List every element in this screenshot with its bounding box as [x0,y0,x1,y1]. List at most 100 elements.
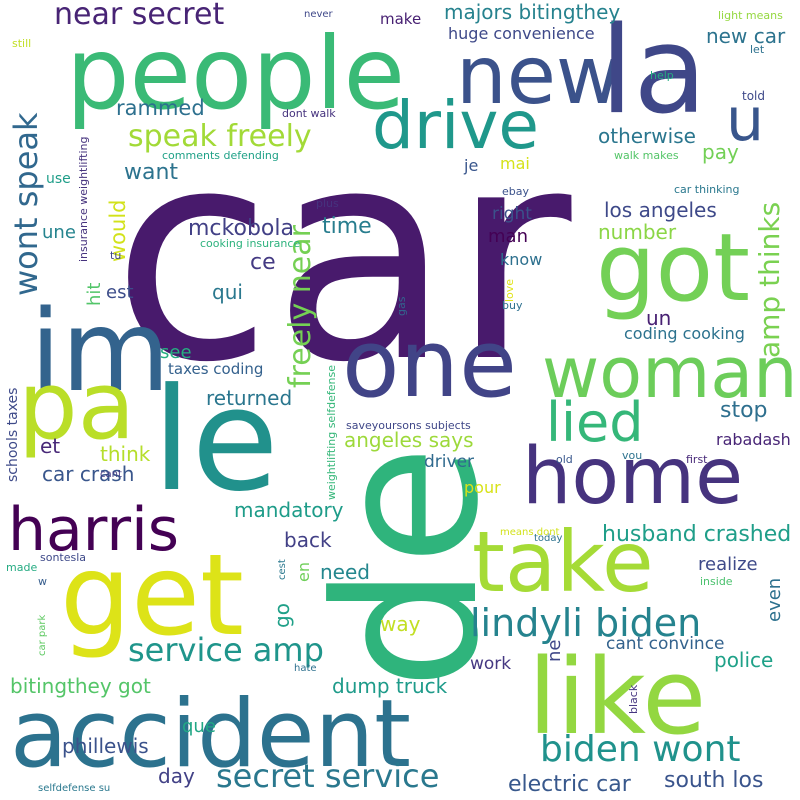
word-otherwise: otherwise [598,124,696,148]
word-think: think [100,442,151,466]
word-le: le [152,358,279,523]
word-lindyli-biden: lindyli biden [470,601,702,645]
word-hate: hate [294,663,317,674]
word-use: use [46,171,71,187]
word-que: que [182,716,216,737]
word-et: et [40,434,61,458]
word-woman: woman [542,332,798,414]
word-realize: realize [698,554,758,575]
word-gas: gas [395,296,408,316]
word-sontesla: sontesla [40,551,87,564]
word-home: home [522,432,744,522]
word-huge: huge convenience [448,24,595,43]
word-car: car [112,86,572,426]
word-man: man [488,226,528,247]
word-harris: harris [8,495,180,565]
word-near-secret: near secret [54,0,225,32]
word-selfdefense-su: selfdefense su [38,783,111,794]
word-buy: buy [502,299,523,312]
word-get: get [60,531,244,661]
word-w: w [38,575,47,588]
word-see: see [160,342,192,363]
word-still: still [12,37,32,50]
word-speak-freely: speak freely [128,119,312,154]
word-made: made [6,561,38,574]
word-accident: accident [10,680,412,789]
word-even: even [764,577,785,622]
word-way: way [380,612,421,636]
word-electric-car: electric car [508,772,631,797]
word-right: right [492,204,532,224]
word-lied: lied [546,391,644,454]
word-car-crash: car crash [42,462,135,486]
word-secret-service: secret service [216,757,440,795]
word-want: want [124,160,179,185]
word-tu: tu [110,249,122,262]
word-like: like [528,636,707,758]
word-work: work [470,654,512,674]
word-amp-thinks: amp thinks [753,201,786,358]
word-let: let [750,43,765,56]
word-car-park: car park [37,614,48,656]
word-pa: pa [18,352,136,461]
word-un: un [646,306,672,330]
word-got: got [596,214,751,323]
word-take: take [472,513,654,611]
word-biden-wont: biden wont [540,729,741,770]
word-never: never [304,9,333,20]
word-coding-cooking: coding cooking [624,324,745,343]
word-make: make [380,10,422,28]
word-saveyoursons: saveyoursons subjects [346,419,471,432]
word-south-los: south los [664,768,764,793]
word-returned: returned [206,386,293,410]
word-car-thinking: car thinking [674,183,740,196]
word-inside: inside [700,575,733,588]
word-told: told [742,89,765,103]
word-walk-makes: walk makes [614,149,679,162]
word-service-amp: service amp [128,631,324,669]
word-hit: hit [84,282,105,306]
word-ce: ce [250,250,276,275]
word-need: need [320,560,370,584]
word-cant-convince: cant convince [606,634,725,654]
word-cest: cest [277,559,288,580]
word-bitingthey-got: bitingthey got [10,674,151,698]
word-taxes-coding: taxes coding [168,360,264,378]
word-pour: pour [464,478,501,497]
word-u: u [726,85,765,155]
word-know: know [500,250,543,269]
word-day: day [158,764,195,788]
word-police: police [714,648,774,672]
word-mai: mai [500,154,530,173]
word-angeles-says: angeles says [344,428,474,452]
word-go: go [270,603,294,628]
word-old: old [556,453,573,466]
word-phillewis: phillewis [62,734,149,758]
word-est: est [106,282,134,303]
word-back: back [284,528,332,552]
word-number: number [598,220,677,244]
word-weightlifting-selfdefense: weightlifting selfdefense [325,365,338,500]
word-drive: drive [372,87,540,164]
word-mandatory: mandatory [234,498,344,522]
word-dump-truck: dump truck [332,674,448,698]
word-plus: plus [316,197,339,210]
word-la: la [600,2,707,141]
word-vou: vou [622,449,643,462]
word-pay: pay [702,140,739,164]
word-dont-walk: dont walk [282,107,336,120]
word-new-car: new car [706,24,786,48]
word-cant: cant [100,469,122,480]
word-black: black [627,684,640,714]
word-today: today [534,533,563,544]
word-new: new [456,29,622,122]
word-insurance-weightlifting: insurance weightlifting [77,136,90,262]
word-mckobola: mckobola [188,216,294,241]
word-qui: qui [212,280,243,304]
word-wont-speak: wont speak [7,112,45,296]
word-ne: ne [544,639,565,662]
word-driver: driver [424,452,475,472]
word-im: im [30,287,171,417]
word-light-means: light means [718,9,783,22]
